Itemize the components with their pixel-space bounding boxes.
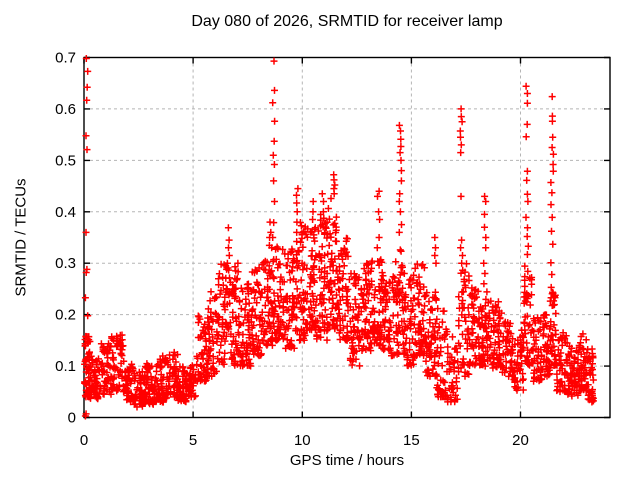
x-axis-label: GPS time / hours bbox=[289, 452, 405, 469]
y-tick-label: 0.1 bbox=[55, 358, 76, 375]
y-tick-label: 0.6 bbox=[55, 101, 76, 118]
y-axis-label: SRMTID / TECUs bbox=[12, 178, 30, 297]
y-tick-label: 0.4 bbox=[55, 204, 76, 221]
scatter-points bbox=[81, 55, 597, 420]
x-tick-label: 10 bbox=[294, 432, 311, 449]
y-tick-label: 0 bbox=[68, 410, 76, 427]
x-tick-label: 0 bbox=[80, 432, 88, 449]
y-tick-label: 0.2 bbox=[55, 307, 76, 324]
y-tick-label: 0.7 bbox=[55, 50, 76, 67]
y-tick-label: 0.5 bbox=[55, 152, 76, 169]
x-tick-label: 5 bbox=[189, 432, 197, 449]
x-tick-label: 20 bbox=[512, 432, 529, 449]
y-tick-label: 0.3 bbox=[55, 255, 76, 272]
chart-title: Day 080 of 2026, SRMTID for receiver lam… bbox=[191, 13, 503, 30]
x-tick-label: 15 bbox=[403, 432, 420, 449]
axes-border bbox=[83, 56, 611, 419]
